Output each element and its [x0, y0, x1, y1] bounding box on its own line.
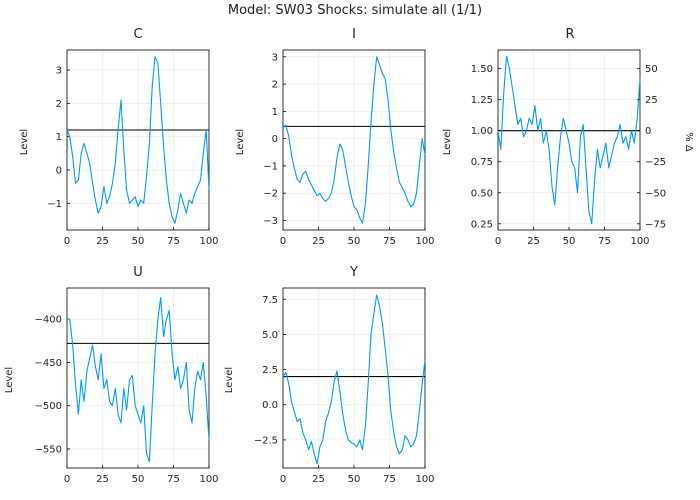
panel-y-ytick-label: 2.5 [262, 365, 278, 376]
panel-r-xtick-label: 25 [527, 236, 540, 247]
panel-r-y2tick-label: −75 [645, 219, 666, 230]
panel-y-ytick-label: 7.5 [262, 295, 278, 306]
panel-i-ylabel: Level [235, 129, 246, 155]
panel-c-xtick-label: 100 [199, 236, 218, 247]
panel-r-title: R [565, 27, 574, 42]
panel-r-xtick-label: 0 [495, 236, 501, 247]
panel-i-ytick-label: 3 [272, 52, 278, 63]
panel-r-ytick-label: 1.00 [471, 126, 493, 137]
panel-i-ytick-label: −3 [263, 216, 278, 227]
panel-r-ytick-label: 1.25 [471, 95, 493, 106]
panel-i-series-line [282, 56, 426, 224]
panel-i-ytick-label: −2 [263, 189, 278, 200]
panel-i-ytick-label: −1 [263, 161, 278, 172]
panel-r-ytick-label: 0.25 [471, 219, 493, 230]
panel-i-ytick-label: 1 [272, 107, 278, 118]
panel-i-xtick-label: 25 [312, 236, 325, 247]
panel-y: Y Level 0 25 50 75 100 −2.5 0.0 2.5 5.0 7.5 [224, 265, 435, 485]
panel-y-xtick-label: 0 [280, 474, 286, 485]
panel-c-xtick-label: 25 [96, 236, 109, 247]
panel-c-series-line [66, 56, 210, 224]
panel-y-ytick-label: −2.5 [254, 435, 278, 446]
panel-r-y2tick-label: 0 [645, 126, 651, 137]
panel-y-series-line [282, 294, 426, 465]
panel-c-xtick-label: 0 [64, 236, 70, 247]
panel-r-ytick-label: 0.75 [471, 157, 493, 168]
panel-i-title: I [352, 27, 356, 42]
panel-u-ylabel: Level [4, 367, 15, 393]
panel-r-ytick-label: 1.50 [471, 64, 493, 75]
panel-u: U Level 0 25 50 75 100 −550 −500 −450 −400 [4, 265, 219, 485]
panel-y-title: Y [349, 265, 358, 280]
figure-suptitle: Model: SW03 Shocks: simulate all (1/1) [228, 3, 482, 18]
panel-r-xtick-label: 100 [630, 236, 649, 247]
panel-c-ytick-label: 3 [56, 66, 62, 77]
panel-c-ylabel: Level [19, 129, 30, 155]
panel-c-ytick-label: 2 [56, 99, 62, 110]
panel-u-ytick-label: −400 [35, 315, 62, 326]
panel-y-ytick-label: 5.0 [262, 330, 278, 341]
panel-c: C Level 0 25 50 75 100 −1 0 1 2 3 [19, 27, 219, 247]
panel-c-ytick-label: −1 [47, 199, 62, 210]
panel-y-ylabel: Level [224, 367, 235, 393]
panel-u-ytick-label: −450 [35, 358, 62, 369]
panel-r-series-line [497, 55, 641, 225]
panel-i-xtick-label: 50 [348, 236, 361, 247]
panel-u-xtick-label: 100 [199, 474, 218, 485]
panel-r-xtick-label: 75 [598, 236, 611, 247]
panel-u-ytick-label: −500 [35, 401, 62, 412]
panel-y-xtick-label: 75 [383, 474, 396, 485]
panel-y-xtick-label: 25 [312, 474, 325, 485]
panel-u-ytick-label: −550 [35, 444, 62, 455]
panel-r-y2tick-label: 25 [645, 95, 658, 106]
panel-y-xtick-label: 100 [415, 474, 434, 485]
panel-u-series-line [67, 296, 210, 463]
panel-r-y2label: % Δ [683, 132, 694, 152]
panel-c-title: C [133, 27, 142, 42]
panel-u-xtick-label: 75 [167, 474, 180, 485]
panel-u-xtick-label: 0 [64, 474, 70, 485]
panel-i-xtick-label: 100 [415, 236, 434, 247]
panel-c-xtick-label: 75 [167, 236, 180, 247]
panel-i-ytick-label: 2 [272, 80, 278, 91]
panel-c-ytick-label: 0 [56, 166, 62, 177]
panel-y-xtick-label: 50 [348, 474, 361, 485]
panel-c-xtick-label: 50 [132, 236, 145, 247]
panel-c-ytick-label: 1 [56, 132, 62, 143]
panel-i: I Level 0 25 50 75 100 −3 −2 −1 0 1 2 3 [235, 27, 435, 247]
panel-r-y2tick-label: 50 [645, 64, 658, 75]
panel-u-xtick-label: 25 [96, 474, 109, 485]
panel-i-xtick-label: 0 [280, 236, 286, 247]
panel-i-xtick-label: 75 [383, 236, 396, 247]
panel-r-ytick-label: 0.50 [471, 188, 493, 199]
panel-r-y2tick-label: −50 [645, 188, 666, 199]
panel-y-ytick-label: 0.0 [262, 400, 278, 411]
panel-r-ylabel: Level [442, 129, 453, 155]
panel-r-xtick-label: 50 [563, 236, 576, 247]
panel-r: R Level % Δ 0 25 50 75 100 0.25 0.50 0.75 1.00 1.… [442, 27, 694, 247]
panel-i-ytick-label: 0 [272, 134, 278, 145]
panel-u-xtick-label: 50 [132, 474, 145, 485]
panel-r-y2tick-label: −25 [645, 157, 666, 168]
panel-u-title: U [133, 265, 143, 280]
